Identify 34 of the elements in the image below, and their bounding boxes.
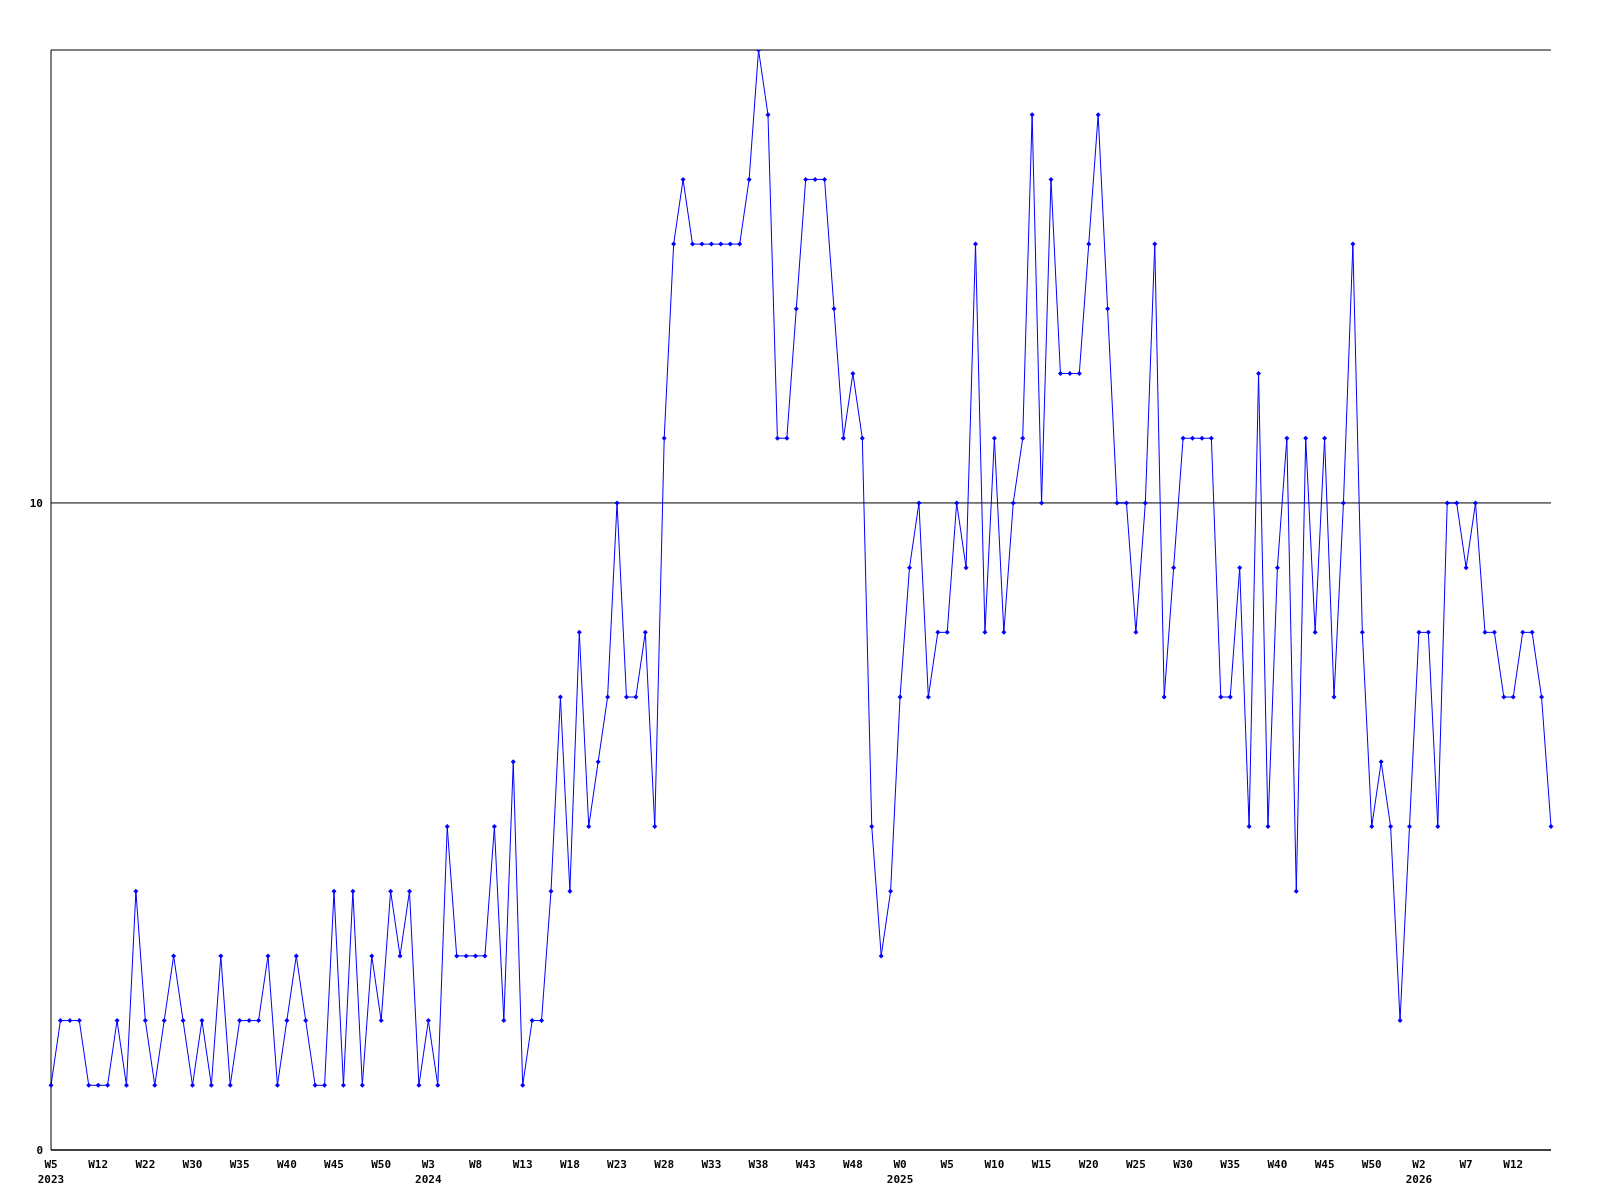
x-tick-label: W38	[748, 1158, 769, 1171]
x-tick-label: W30	[182, 1158, 203, 1171]
x-tick-label: W50	[371, 1158, 392, 1171]
x-tick-label: W45	[324, 1158, 344, 1171]
x-tick-label: W18	[559, 1158, 580, 1171]
x-tick-label: W33	[701, 1158, 722, 1171]
x-tick-label: W2 2026	[1405, 1158, 1433, 1186]
y-tick-label: 0	[36, 1143, 43, 1157]
x-tick-label: W5	[940, 1158, 954, 1171]
x-tick-label: W30	[1173, 1158, 1194, 1171]
x-tick-label: W8	[468, 1158, 483, 1171]
x-tick-label: W10	[984, 1158, 1005, 1171]
y-tick-label: 10	[29, 496, 43, 510]
x-tick-label: W40	[276, 1158, 297, 1171]
x-tick-label: W35	[1220, 1158, 1241, 1171]
x-tick-label: W0 2025	[886, 1158, 914, 1186]
x-tick-label: W3 2024	[415, 1158, 442, 1186]
x-tick-label: W43	[795, 1158, 816, 1171]
x-tick-label: W13	[512, 1158, 533, 1171]
x-tick-label: W22	[135, 1158, 156, 1171]
x-tick-label: W48	[842, 1158, 863, 1171]
x-tick-label: W7	[1459, 1158, 1473, 1171]
x-tick-label: W25	[1125, 1158, 1146, 1171]
x-tick-label: W23	[607, 1158, 627, 1171]
x-tick-label: W20	[1078, 1158, 1099, 1171]
x-tick-label: W5 2023	[37, 1158, 65, 1186]
x-tick-label: W35	[229, 1158, 250, 1171]
x-tick-label: W28	[654, 1158, 675, 1171]
x-tick-label: W45	[1314, 1158, 1335, 1171]
x-tick-label: W50	[1361, 1158, 1382, 1171]
x-tick-label: W12	[1503, 1158, 1524, 1171]
x-tick-label: W12	[88, 1158, 109, 1171]
x-tick-label: W15	[1031, 1158, 1052, 1171]
x-tick-label: W40	[1267, 1158, 1288, 1171]
